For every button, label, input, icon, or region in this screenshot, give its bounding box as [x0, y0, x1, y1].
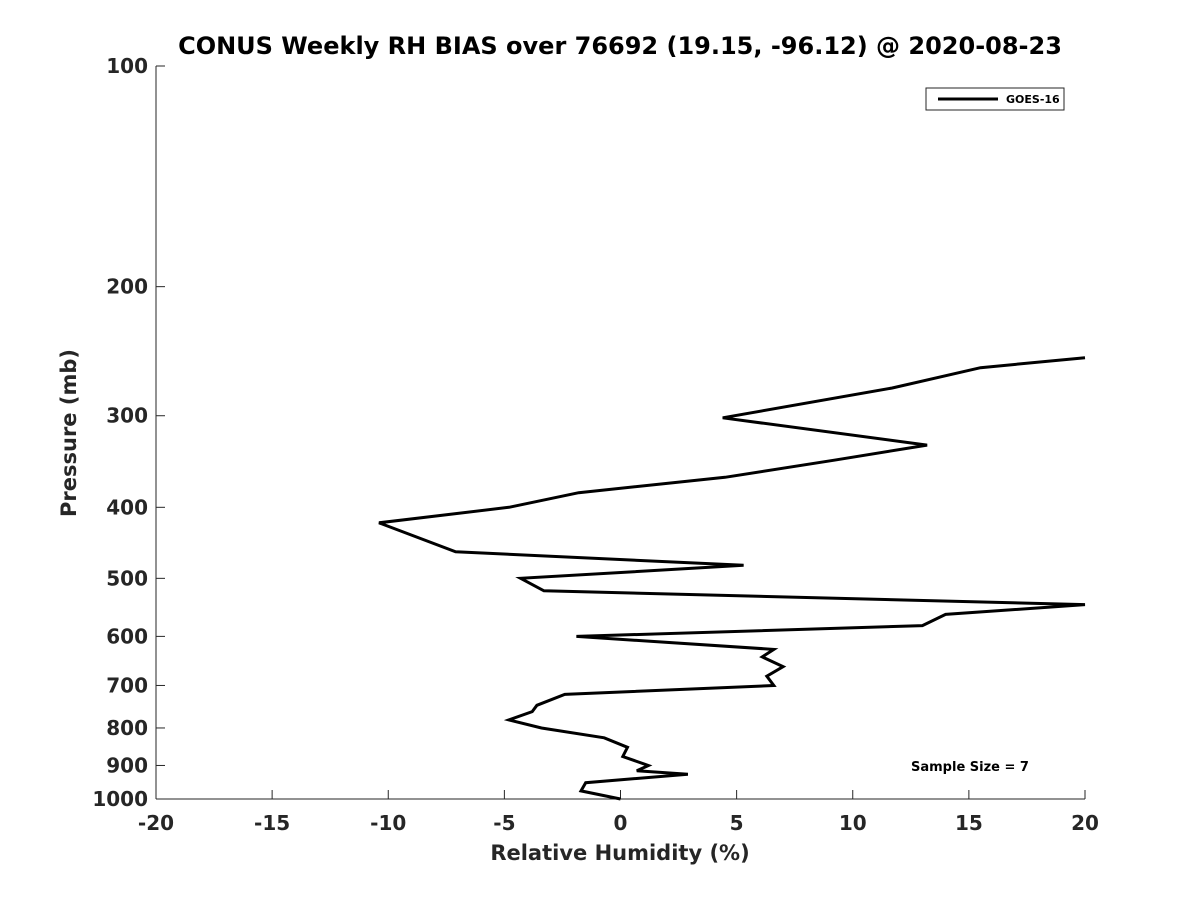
sample-size-note: Sample Size = 7 — [911, 760, 1029, 775]
y-tick-label: 600 — [106, 624, 148, 648]
y-tick-label: 100 — [106, 54, 148, 78]
plot-area — [155, 66, 1085, 800]
series-line-goes-16 — [378, 356, 1086, 801]
chart-title: CONUS Weekly RH BIAS over 76692 (19.15, … — [178, 32, 1062, 60]
y-tick-label: 200 — [106, 275, 148, 299]
y-tick-label: 800 — [106, 716, 148, 740]
x-tick-label: 20 — [1071, 811, 1099, 835]
x-axis-label: Relative Humidity (%) — [490, 841, 749, 865]
x-ticks: -20 -15 -10 -5 0 5 10 15 20 — [138, 790, 1099, 835]
y-tick-label: 300 — [106, 404, 148, 428]
x-tick-label: -20 — [138, 811, 174, 835]
y-axis-label: Pressure (mb) — [57, 349, 81, 517]
x-tick-label: -10 — [370, 811, 406, 835]
legend-label: GOES-16 — [1006, 93, 1060, 106]
y-tick-label: 1000 — [92, 787, 148, 811]
x-tick-label: 15 — [955, 811, 983, 835]
legend: GOES-16 — [925, 87, 1065, 111]
y-tick-label: 500 — [106, 566, 148, 590]
y-tick-label: 400 — [106, 495, 148, 519]
series-layer — [378, 356, 1086, 801]
x-tick-label: -5 — [493, 811, 515, 835]
y-tick-label: 700 — [106, 673, 148, 697]
x-tick-label: 0 — [614, 811, 628, 835]
x-tick-label: -15 — [254, 811, 290, 835]
x-tick-label: 5 — [730, 811, 744, 835]
y-tick-label: 900 — [106, 753, 148, 777]
y-ticks: 100 200 300 400 500 600 700 800 900 1000 — [92, 54, 165, 811]
x-tick-label: 10 — [839, 811, 867, 835]
